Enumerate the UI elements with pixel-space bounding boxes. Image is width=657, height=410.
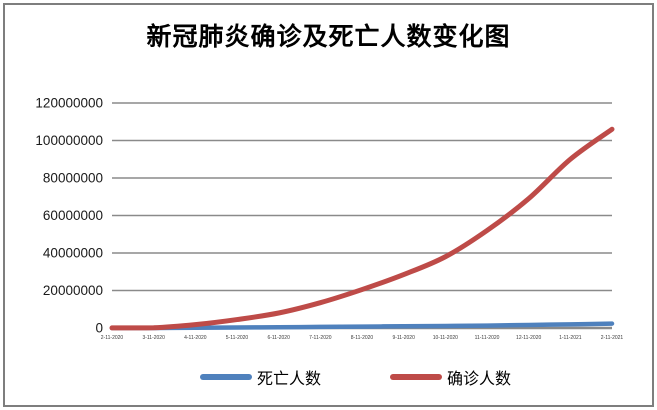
- y-axis-tick-label: 40000000: [43, 246, 103, 261]
- deaths-legend-swatch: [200, 374, 252, 380]
- y-axis-tick-label: 120000000: [35, 96, 103, 111]
- x-axis-tick-label: 12-11-2020: [516, 335, 541, 341]
- legend-item-deaths: 死亡人数: [200, 366, 321, 388]
- line-chart-plot-area: 0 20000000 40000000 60000000 80000000 1000000…: [35, 96, 624, 342]
- deaths-line-series: [109, 321, 615, 331]
- x-axis-tick-label: 11-11-2020: [475, 335, 500, 341]
- chart-legend: 死亡人数 确诊人数: [0, 366, 657, 390]
- y-axis-tick-label: 0: [95, 321, 103, 336]
- legend-item-confirmed: 确诊人数: [390, 366, 511, 388]
- y-axis-tick-label: 20000000: [43, 283, 103, 298]
- x-axis-tick-label: 8-11-2020: [351, 335, 374, 341]
- chart-title: 新冠肺炎确诊及死亡人数变化图: [146, 24, 511, 51]
- x-axis-tick-label: 5-11-2020: [226, 335, 249, 341]
- y-axis-tick-label: 60000000: [43, 208, 103, 223]
- x-axis-tick-label: 10-11-2020: [433, 335, 458, 341]
- x-axis-tick-label: 1-11-2021: [559, 335, 582, 341]
- x-axis-tick-label: 2-11-2021: [601, 335, 624, 341]
- x-axis-tick-label: 9-11-2020: [392, 335, 415, 341]
- x-axis-tick-label: 2-11-2020: [101, 335, 124, 341]
- confirmed-legend-label: 确诊人数: [447, 371, 512, 388]
- confirmed-legend-swatch: [390, 374, 442, 380]
- y-axis-tick-label: 80000000: [43, 171, 103, 186]
- confirmed-line-series: [109, 126, 615, 331]
- x-axis-tick-label: 3-11-2020: [142, 335, 165, 341]
- x-axis-tick-label: 6-11-2020: [267, 335, 290, 341]
- x-axis-tick-label: 7-11-2020: [309, 335, 332, 341]
- deaths-legend-label: 死亡人数: [257, 371, 322, 388]
- x-axis-tick-label: 4-11-2020: [184, 335, 207, 341]
- y-axis-tick-label: 100000000: [35, 133, 103, 148]
